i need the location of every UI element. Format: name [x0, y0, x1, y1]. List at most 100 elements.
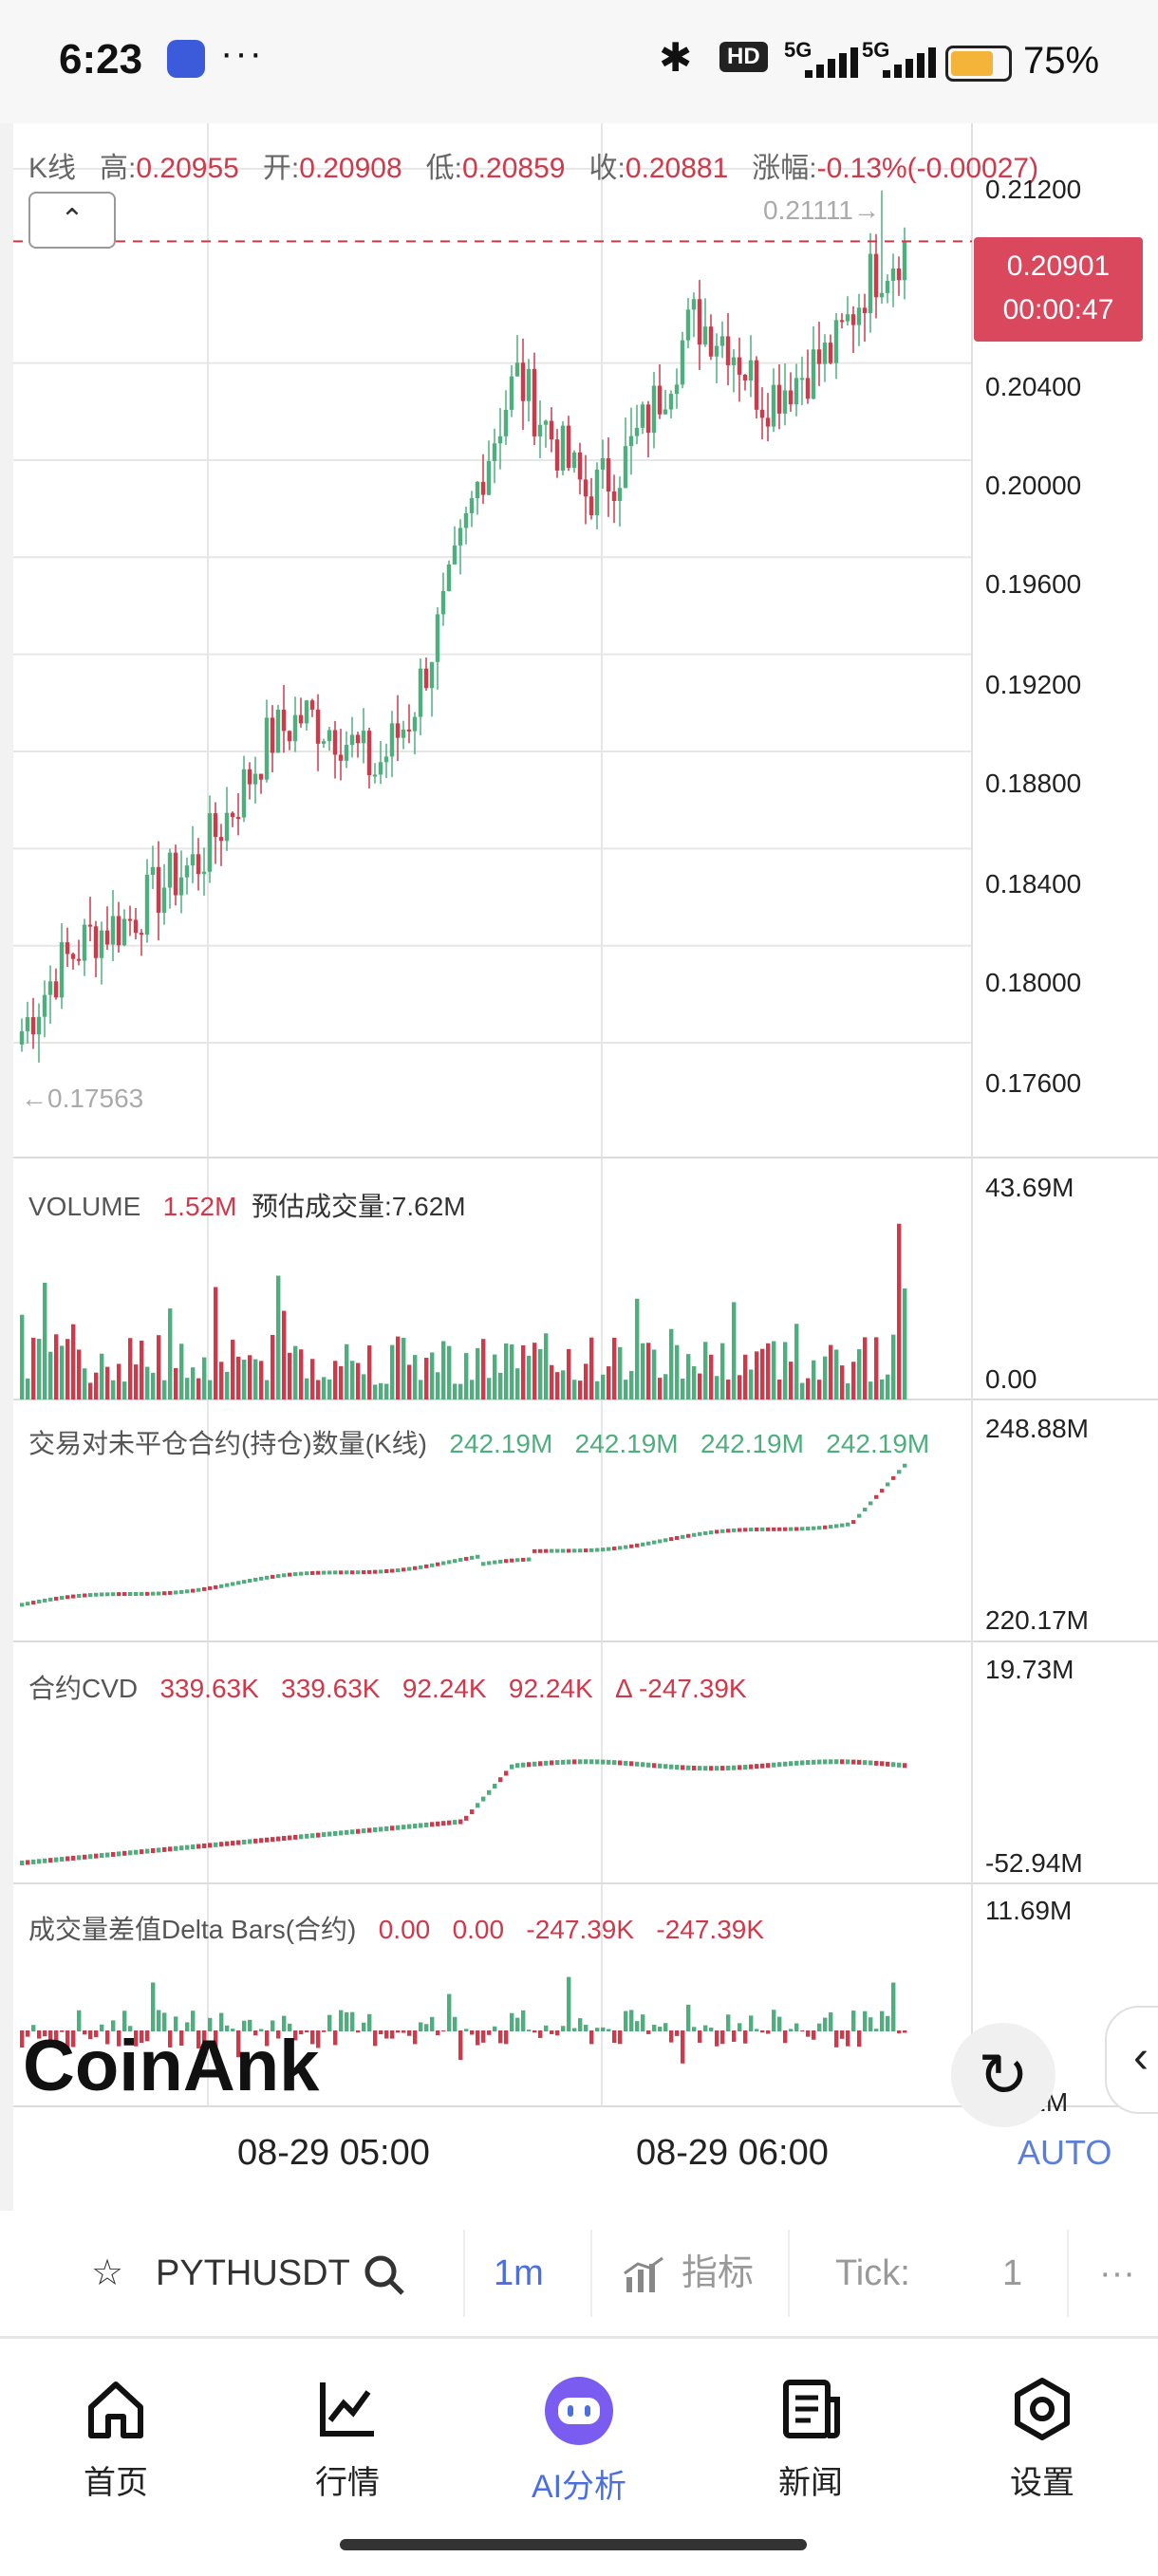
volume-bar	[219, 1362, 224, 1399]
delta-bar	[470, 2030, 475, 2035]
delta-bar	[823, 2017, 828, 2031]
candle	[338, 754, 344, 761]
candle	[651, 385, 657, 434]
candle	[167, 852, 173, 888]
delta-bar	[253, 2030, 258, 2036]
indicator-chart-icon[interactable]	[623, 2211, 664, 2336]
candle	[76, 958, 82, 961]
candle	[298, 714, 304, 724]
delta-bar	[800, 2030, 805, 2032]
tick-label: Tick:	[835, 2253, 910, 2293]
nav-item-news[interactable]: 新闻	[744, 2375, 877, 2503]
delta-bar	[236, 2030, 241, 2058]
cvd-candle	[851, 1759, 856, 1765]
nav-item-home[interactable]: 首页	[49, 2375, 182, 2503]
delta-bar	[698, 2030, 702, 2043]
delta-bar	[322, 2030, 327, 2032]
delta-bar	[390, 2030, 395, 2039]
volume-bar	[891, 1334, 896, 1399]
oi-candle	[402, 1567, 406, 1572]
auto-scale-button[interactable]: AUTO	[1018, 2133, 1112, 2172]
volume-bar	[83, 1368, 87, 1399]
oi-candle	[720, 1529, 725, 1533]
volume-bar	[800, 1382, 805, 1399]
cvd-candle	[43, 1858, 47, 1863]
cvd-candle	[162, 1846, 167, 1852]
delta-bar	[868, 2017, 873, 2031]
volume-bar	[134, 1364, 139, 1399]
tick-value[interactable]: 1	[1002, 2253, 1023, 2293]
volume-bar	[521, 1344, 526, 1399]
candle	[82, 924, 87, 961]
kline-chart-card[interactable]: K线 高:0.20955 开:0.20908 低:0.20859 收:0.208…	[13, 123, 1158, 2211]
candle	[526, 368, 532, 401]
cvd-candle	[333, 1830, 338, 1836]
chart-canvas[interactable]	[13, 123, 1158, 2211]
delta-bar	[738, 2023, 742, 2031]
more-button[interactable]: ···	[1099, 2253, 1135, 2293]
delta-bar	[430, 2016, 435, 2031]
delta-bar	[174, 2016, 178, 2031]
oi-candle	[675, 1535, 680, 1540]
candle	[771, 384, 776, 427]
candle	[577, 452, 583, 480]
candle	[258, 773, 264, 780]
delta-bar	[772, 2010, 776, 2031]
candle	[355, 734, 361, 744]
cvd-candle	[65, 1856, 70, 1862]
indicator-button[interactable]: 指标	[682, 2253, 755, 2293]
cvd-candle	[538, 1761, 543, 1767]
refresh-button[interactable]: ↻	[951, 2023, 1055, 2127]
oi-candle	[629, 1544, 634, 1548]
delta-bar	[316, 2030, 321, 2048]
volume-bar	[419, 1380, 423, 1399]
nav-item-settings[interactable]: 设置	[976, 2375, 1109, 2503]
oi-candle	[589, 1547, 594, 1552]
delta-bar	[31, 2025, 36, 2031]
delta-bar	[65, 2030, 70, 2048]
delta-bar	[846, 2030, 850, 2047]
candle	[719, 336, 725, 346]
candle	[292, 714, 298, 742]
interval-selector[interactable]: 1m	[494, 2253, 544, 2293]
oi-candle	[646, 1541, 651, 1546]
delta-bar	[817, 2023, 822, 2031]
oi-candle	[293, 1572, 298, 1577]
oi-candle	[868, 1501, 873, 1506]
delta-bar	[669, 2030, 674, 2043]
app-badge-icon	[167, 40, 205, 78]
favorite-star-icon[interactable]: ☆	[91, 2253, 124, 2293]
home-indicator[interactable]	[340, 2539, 807, 2550]
oi-value: 242.19M	[449, 1429, 553, 1458]
cvd-y-max: 19.73M	[985, 1655, 1074, 1684]
search-icon[interactable]	[363, 2211, 406, 2336]
oi-candle	[214, 1585, 218, 1589]
candle	[99, 930, 104, 958]
cvd-candle	[863, 1760, 868, 1766]
cvd-candle	[345, 1829, 349, 1835]
volume-bar	[453, 1383, 458, 1399]
candle	[759, 409, 765, 418]
volume-bar	[692, 1365, 697, 1399]
oi-candle	[812, 1526, 816, 1530]
volume-bar	[652, 1349, 657, 1399]
cvd-candle	[265, 1837, 270, 1843]
delta-bar	[652, 2025, 657, 2031]
oi-candle	[162, 1591, 167, 1596]
symbol-label[interactable]: PYTHUSDT	[156, 2253, 350, 2293]
collapse-button[interactable]: ⌃	[28, 192, 116, 249]
oi-candle	[607, 1547, 611, 1551]
candle	[133, 919, 139, 934]
oi-candle	[43, 1598, 47, 1603]
nav-item-market[interactable]: 行情	[281, 2375, 414, 2503]
oi-candle	[464, 1556, 469, 1561]
side-panel-toggle[interactable]: ‹	[1105, 2006, 1158, 2114]
delta-bar	[105, 2030, 110, 2045]
volume-bar	[903, 1288, 907, 1399]
candle	[178, 877, 184, 896]
oi-candle	[698, 1531, 702, 1536]
nav-item-ai-analysis[interactable]: AI分析	[513, 2375, 645, 2507]
oi-candle	[350, 1570, 355, 1575]
oi-candle	[373, 1569, 378, 1574]
oi-candle	[658, 1539, 663, 1544]
